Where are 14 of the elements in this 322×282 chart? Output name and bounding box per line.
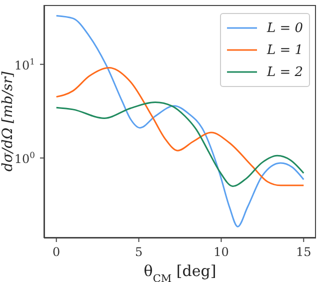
- legend-label: L = 1: [266, 42, 303, 58]
- x-tick-label: 0: [52, 245, 60, 259]
- x-tick-label: 15: [296, 245, 312, 259]
- x-tick-label: 5: [134, 245, 143, 259]
- y-tick-label: 10$^{1}$: [14, 56, 35, 72]
- x-axis-title: θ$_{CM}$ [deg]: [144, 262, 216, 282]
- legend-label: L = 0: [266, 20, 303, 36]
- line-series: [56, 101, 304, 187]
- line-series: [56, 15, 304, 228]
- y-tick-label: 10$^{0}$: [14, 150, 35, 166]
- y-axis-title: dσ/dΩ [mb/sr]: [0, 70, 16, 172]
- x-tick-label: 10: [214, 245, 229, 259]
- legend-label: L = 2: [266, 64, 303, 80]
- line-series: [56, 66, 304, 186]
